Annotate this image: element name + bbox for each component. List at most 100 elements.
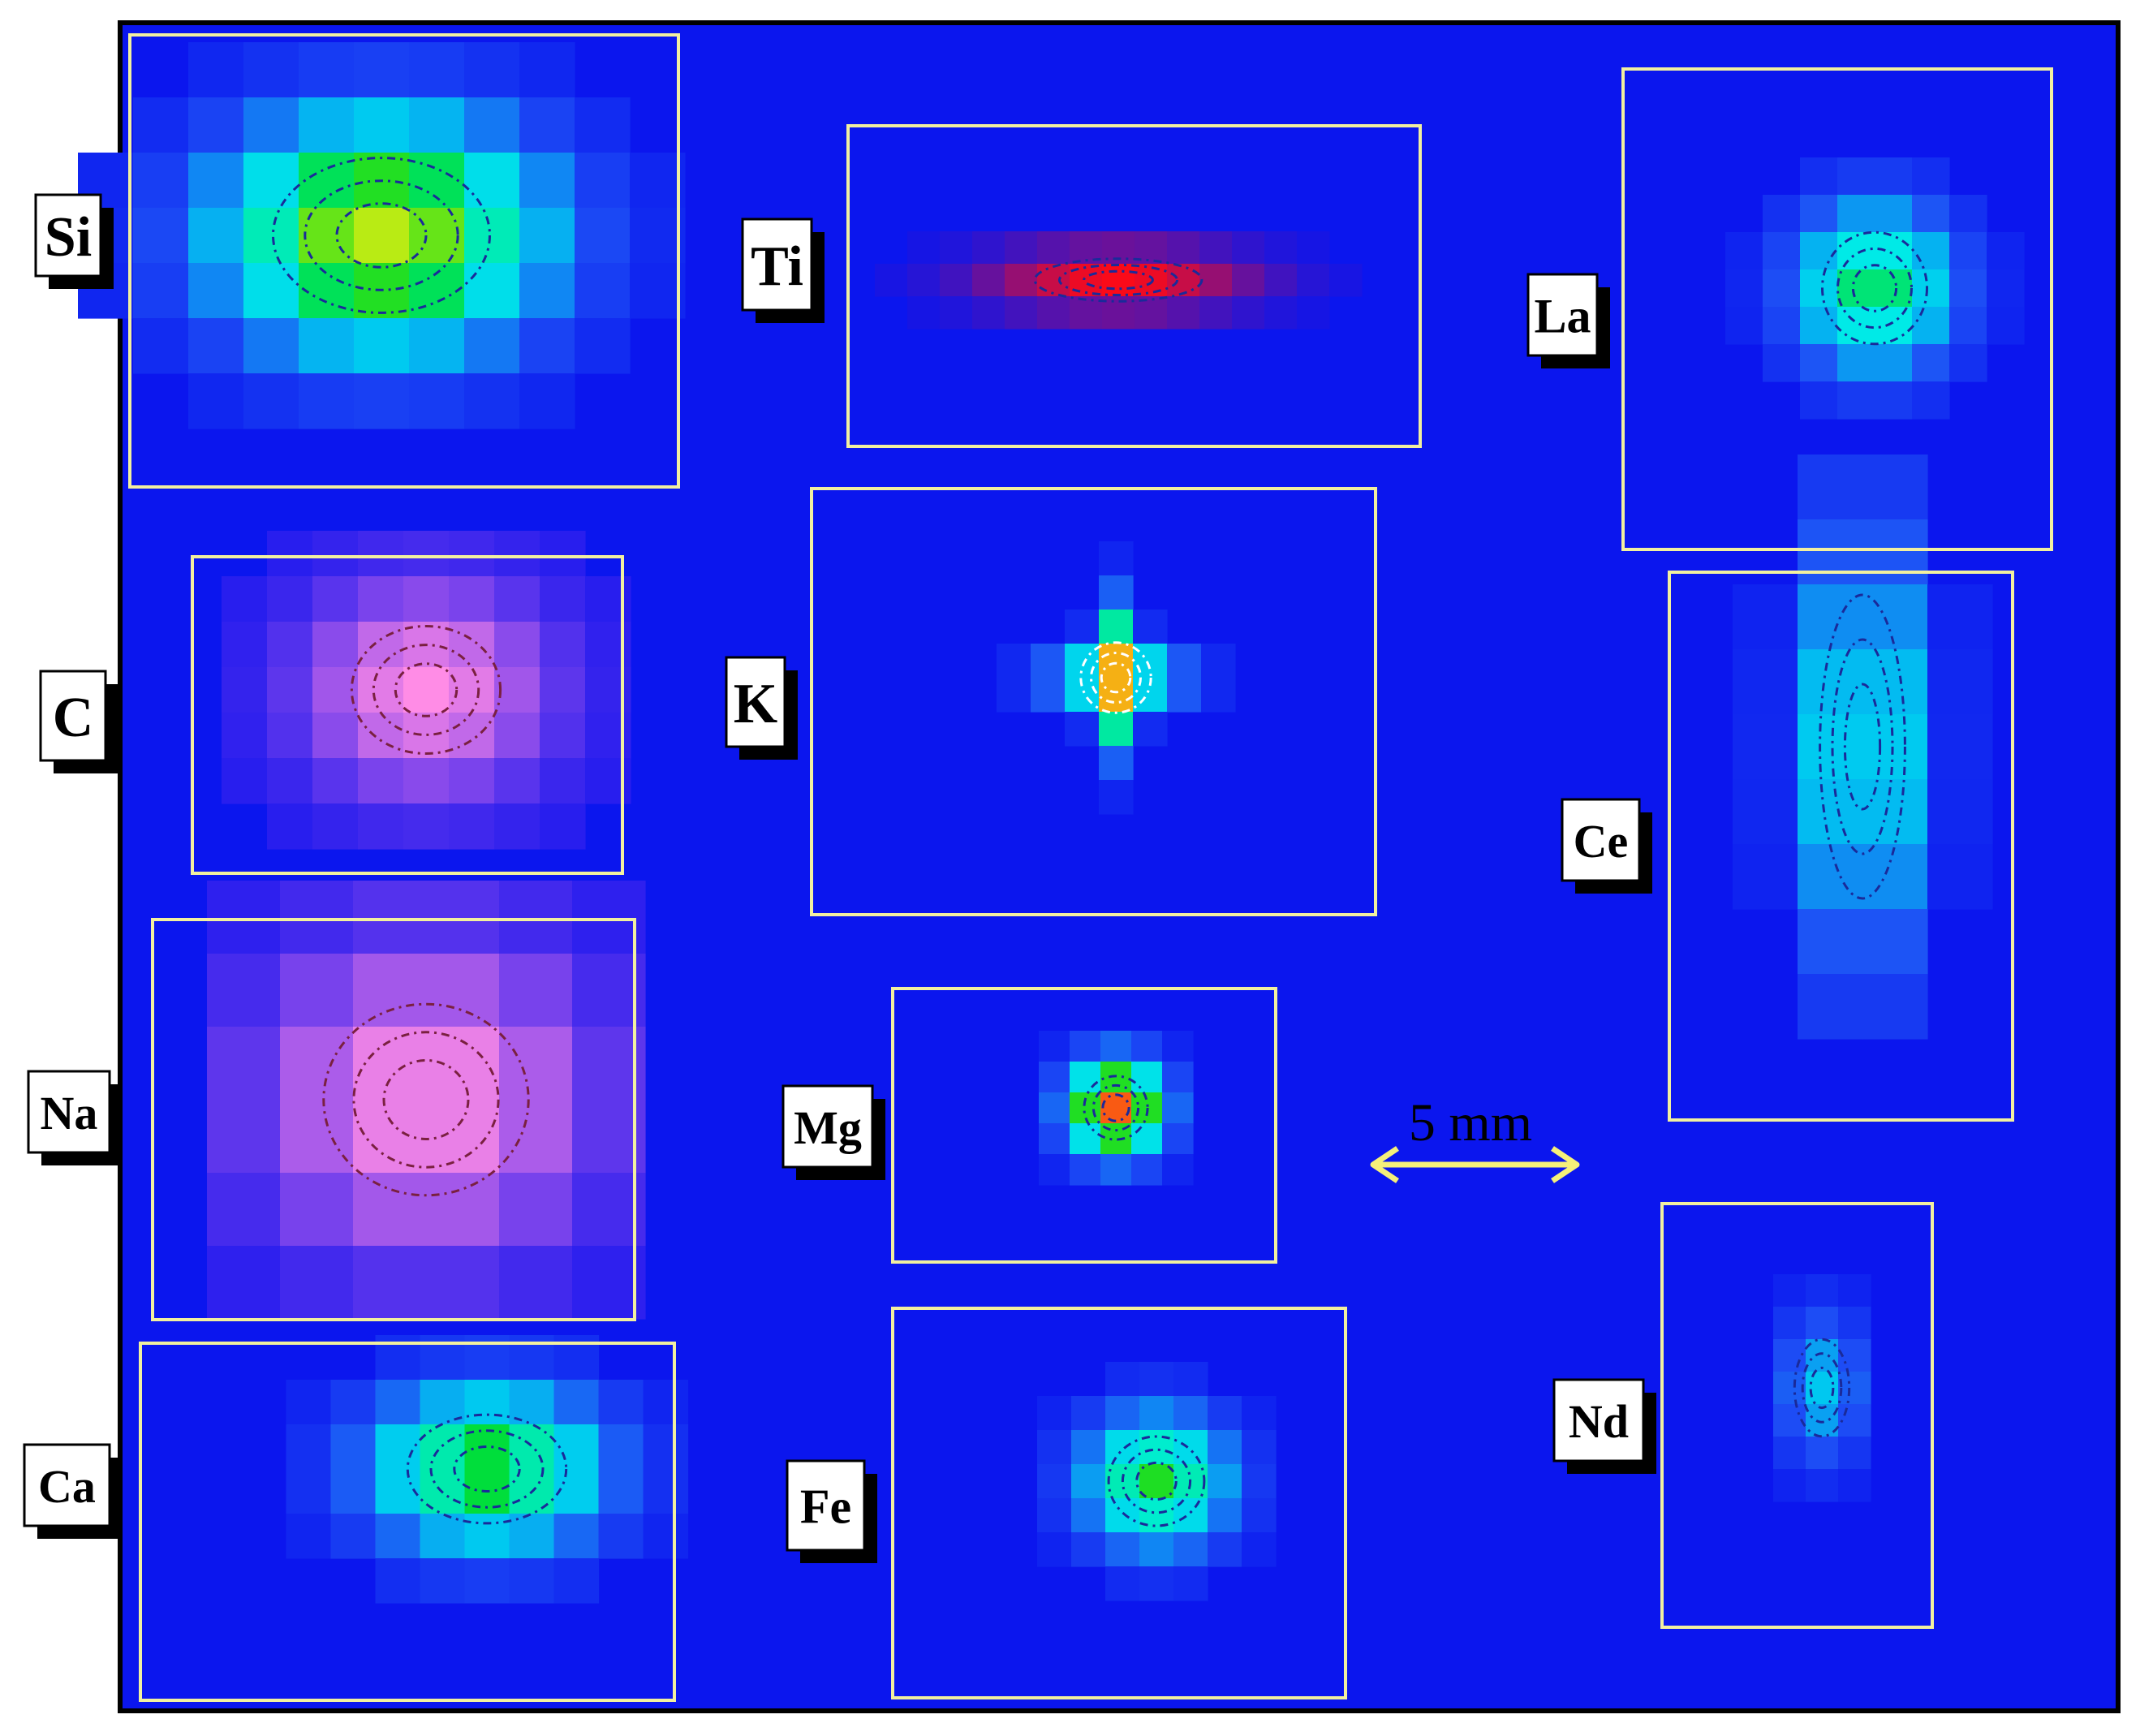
heatmap-cell (1862, 649, 1928, 715)
heatmap-cell (1099, 575, 1134, 610)
heatmap-cell (1037, 1430, 1072, 1465)
heatmap-cell (1099, 644, 1134, 678)
heatmap-cell (312, 622, 359, 668)
heatmap-cell (630, 153, 686, 209)
contours-k (1079, 641, 1152, 714)
heatmap-cell (1987, 269, 2025, 308)
contour-line (352, 1031, 500, 1169)
contours-mg (1083, 1075, 1149, 1141)
heatmap-cell (1297, 231, 1330, 265)
heatmap-cell (312, 758, 359, 804)
heatmap-cell (280, 1246, 354, 1320)
heatmap-cell (1264, 264, 1298, 297)
heatmap-cell (575, 208, 631, 264)
heatmap-cell (1773, 1274, 1806, 1307)
heatmap-cell (1167, 644, 1202, 678)
contour-line (350, 625, 502, 755)
heatmap-cell (1139, 1430, 1174, 1465)
heatmap-cell (133, 208, 189, 264)
heatmap-cell (1297, 296, 1330, 330)
contour-line (394, 662, 459, 717)
heatmap-cell (1167, 296, 1200, 330)
heatmap-cell (133, 97, 189, 153)
label-text: Si (45, 206, 92, 269)
heatmap-cell (553, 1424, 600, 1470)
heatmap-cell (330, 1380, 377, 1425)
heatmap-cell (207, 1246, 281, 1320)
heatmap-cell (1798, 649, 1863, 715)
heatmap-cell (1099, 678, 1134, 713)
element-label-si: Si (34, 193, 114, 289)
heatmap-cell (353, 1100, 427, 1174)
element-label-c: C (39, 670, 118, 773)
heatmap-cell (403, 803, 450, 850)
contour-line (1079, 641, 1152, 714)
heatmap-cell (1039, 1123, 1070, 1155)
heatmap-cell (222, 667, 268, 713)
heatmap-cell (1725, 307, 1763, 345)
label-text: Na (41, 1087, 98, 1139)
heatmap-cell (643, 1380, 689, 1425)
heatmap-cell (494, 622, 540, 668)
heatmap-cell (354, 208, 410, 264)
heatmap-cell (519, 263, 575, 319)
heatmap-cell (312, 713, 359, 759)
label-text: Mg (794, 1101, 862, 1154)
heatmap-cell (1173, 1566, 1208, 1601)
contour-line (1100, 661, 1132, 694)
heatmap-cell (403, 576, 450, 622)
heatmap-cell (464, 97, 520, 153)
heatmap-cell (1875, 157, 1913, 196)
heatmap-cell (1037, 1532, 1072, 1567)
heatmap-cell (907, 296, 941, 330)
heatmap-cell (1162, 1092, 1194, 1124)
heatmap-cell (907, 264, 941, 297)
label-box (782, 1084, 874, 1169)
heatmap-cell (1837, 195, 1875, 233)
heatmap-cell (1800, 381, 1838, 420)
heatmap-cell (1733, 779, 1798, 845)
heatmap-cell (1773, 1307, 1806, 1340)
heatmap-cell (1798, 909, 1863, 975)
heatmap-cell (1133, 712, 1168, 747)
heatmap-cell (1208, 1498, 1242, 1533)
heatmap-cell (358, 531, 404, 577)
heatmap-cell (267, 622, 313, 668)
heatmap-cell (286, 1469, 332, 1514)
heatmap-cell (1133, 644, 1168, 678)
heatmap-cell (1800, 157, 1838, 196)
heatmap-cell (1806, 1307, 1839, 1340)
heatmap-cell (519, 97, 575, 153)
heatmap-cell (1133, 610, 1168, 644)
heatmap-cell (1912, 269, 1950, 308)
label-text: La (1534, 290, 1591, 343)
heatmap-cell (1162, 1031, 1194, 1062)
heatmap-cell (449, 531, 495, 577)
heatmap-cell (188, 153, 244, 209)
heatmap-na (207, 881, 646, 1320)
heatmap-cell (1733, 649, 1798, 715)
heatmap-cell (133, 153, 189, 209)
heatmap-cell (286, 1380, 332, 1425)
heatmap-mg (1039, 1031, 1194, 1186)
heatmap-cell (299, 318, 355, 374)
heatmap-cell (1099, 746, 1134, 781)
heatmap-cell (1105, 1532, 1140, 1567)
contour-line (429, 1429, 545, 1509)
contour-line (1819, 593, 1906, 900)
heatmap-cell (1131, 1154, 1163, 1186)
heatmap-cell (1806, 1274, 1839, 1307)
heatmap-cell (280, 954, 354, 1027)
heatmap-cell (575, 97, 631, 153)
contour-line (335, 202, 428, 269)
heatmap-cell (330, 1514, 377, 1559)
heatmap-cell (464, 208, 520, 264)
label-box (34, 193, 102, 278)
heatmap-cell (1912, 195, 1950, 233)
heatmap-cell (1201, 678, 1236, 713)
heatmap-c (222, 531, 631, 850)
heatmap-cell (1037, 1396, 1072, 1431)
heatmap-cell (575, 318, 631, 374)
heatmap-cell (1139, 1566, 1174, 1601)
heatmap-cell (207, 1173, 281, 1247)
